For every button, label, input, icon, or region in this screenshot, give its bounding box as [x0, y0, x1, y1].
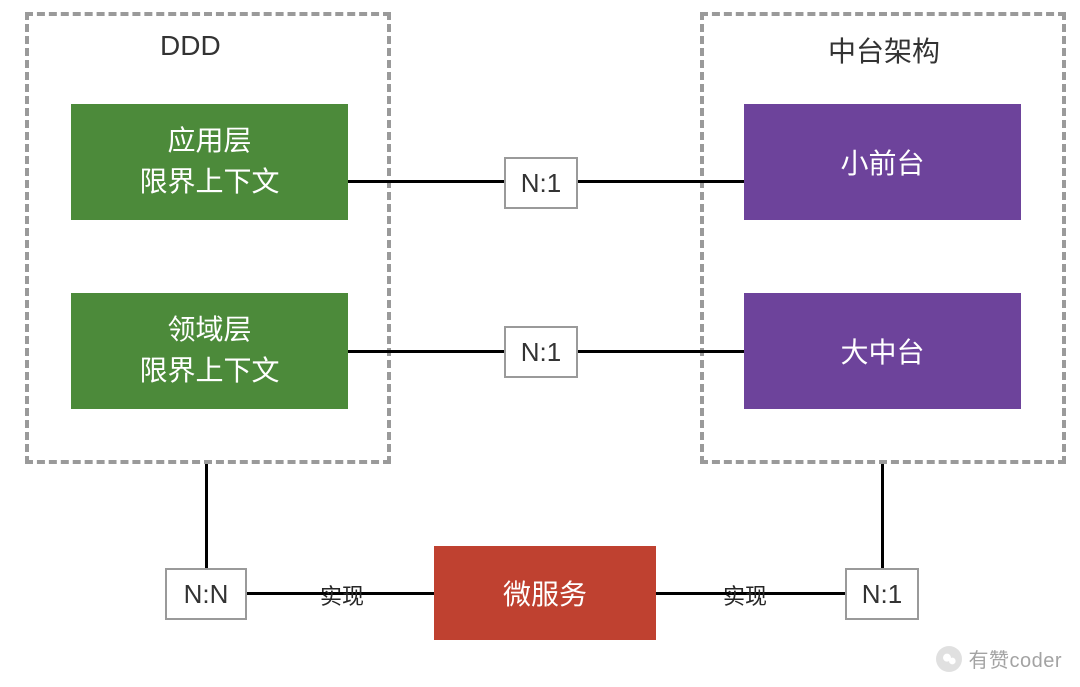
app-layer-line2: 限界上下文	[139, 162, 279, 203]
app-layer-line1: 应用层	[139, 121, 279, 162]
ratio-nn-left: N:N	[165, 568, 247, 620]
ratio-n1-mid: N:1	[504, 326, 578, 378]
domain-layer-line2: 限界上下文	[139, 351, 279, 392]
microservice-block: 微服务	[434, 546, 656, 640]
impl-label-right: 实现	[723, 579, 767, 611]
ratio-n1-right: N:1	[845, 568, 919, 620]
domain-layer-line1: 领域层	[139, 310, 279, 351]
line-mid-left	[348, 350, 504, 353]
app-layer-block: 应用层 限界上下文	[71, 104, 348, 220]
ddd-title: DDD	[160, 30, 221, 62]
ratio-n1-top: N:1	[504, 157, 578, 209]
big-mid-block: 大中台	[744, 293, 1021, 409]
watermark-text: 有赞coder	[968, 644, 1062, 673]
midplatform-title: 中台架构	[828, 30, 940, 70]
wechat-icon	[936, 646, 962, 672]
domain-layer-block: 领域层 限界上下文	[71, 293, 348, 409]
impl-label-left: 实现	[320, 579, 364, 611]
watermark: 有赞coder	[936, 644, 1062, 673]
line-vert-right	[881, 464, 884, 568]
line-top-left	[348, 180, 504, 183]
line-top-right	[578, 180, 744, 183]
small-front-block: 小前台	[744, 104, 1021, 220]
line-mid-right	[578, 350, 744, 353]
line-vert-left	[205, 464, 208, 568]
